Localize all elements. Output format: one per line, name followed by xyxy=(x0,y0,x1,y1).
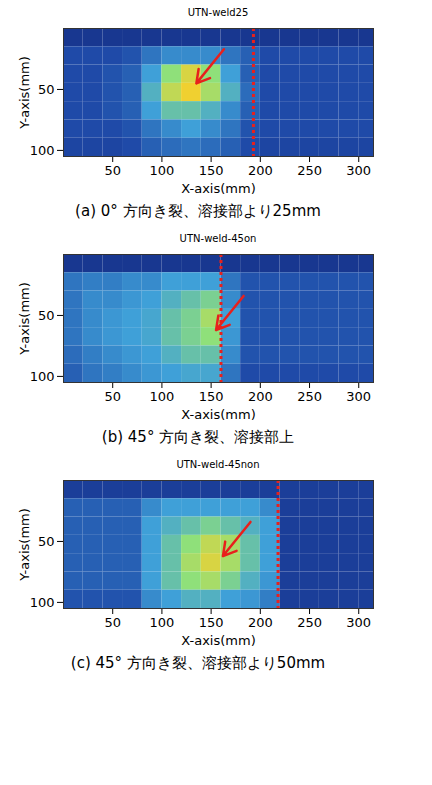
svg-text:150: 150 xyxy=(199,389,224,404)
svg-text:150: 150 xyxy=(199,615,224,630)
svg-text:150: 150 xyxy=(199,163,224,178)
svg-text:100: 100 xyxy=(30,595,55,610)
svg-text:Y-axis(mm): Y-axis(mm) xyxy=(17,56,32,130)
svg-text:300: 300 xyxy=(346,163,371,178)
html-text:UTN-weld-45on: UTN-weld-45on xyxy=(179,233,257,244)
svg-text:250: 250 xyxy=(297,389,322,404)
svg-text:250: 250 xyxy=(297,163,322,178)
html-text:(c) 45° 方向き裂、溶接部より50mm: (c) 45° 方向き裂、溶接部より50mm xyxy=(70,654,326,672)
svg-text:50: 50 xyxy=(104,615,121,630)
svg-text:300: 300 xyxy=(346,615,371,630)
svg-text:Y-axis(mm): Y-axis(mm) xyxy=(17,282,32,356)
html-text:UTN-weld-45non: UTN-weld-45non xyxy=(176,459,260,470)
svg-text:300: 300 xyxy=(346,389,371,404)
svg-text:50: 50 xyxy=(38,82,55,97)
svg-text:100: 100 xyxy=(30,143,55,158)
svg-text:50: 50 xyxy=(104,163,121,178)
svg-text:200: 200 xyxy=(248,615,273,630)
svg-text:50: 50 xyxy=(38,534,55,549)
html-text:UTN-weld25: UTN-weld25 xyxy=(187,7,249,18)
svg-text:50: 50 xyxy=(104,389,121,404)
svg-text:Y-axis(mm): Y-axis(mm) xyxy=(17,508,32,582)
svg-text:X-axis(mm): X-axis(mm) xyxy=(181,181,255,196)
svg-text:200: 200 xyxy=(248,389,273,404)
svg-text:100: 100 xyxy=(149,615,174,630)
svg-text:100: 100 xyxy=(149,163,174,178)
svg-text:100: 100 xyxy=(149,389,174,404)
svg-text:200: 200 xyxy=(248,163,273,178)
svg-text:X-axis(mm): X-axis(mm) xyxy=(181,633,255,648)
html-text:(b) 45° 方向き裂、溶接部上: (b) 45° 方向き裂、溶接部上 xyxy=(101,428,295,446)
svg-text:50: 50 xyxy=(38,308,55,323)
svg-text:X-axis(mm): X-axis(mm) xyxy=(181,407,255,422)
svg-text:250: 250 xyxy=(297,615,322,630)
html-text:(a) 0° 方向き裂、溶接部より25mm: (a) 0° 方向き裂、溶接部より25mm xyxy=(75,202,321,220)
svg-text:100: 100 xyxy=(30,369,55,384)
